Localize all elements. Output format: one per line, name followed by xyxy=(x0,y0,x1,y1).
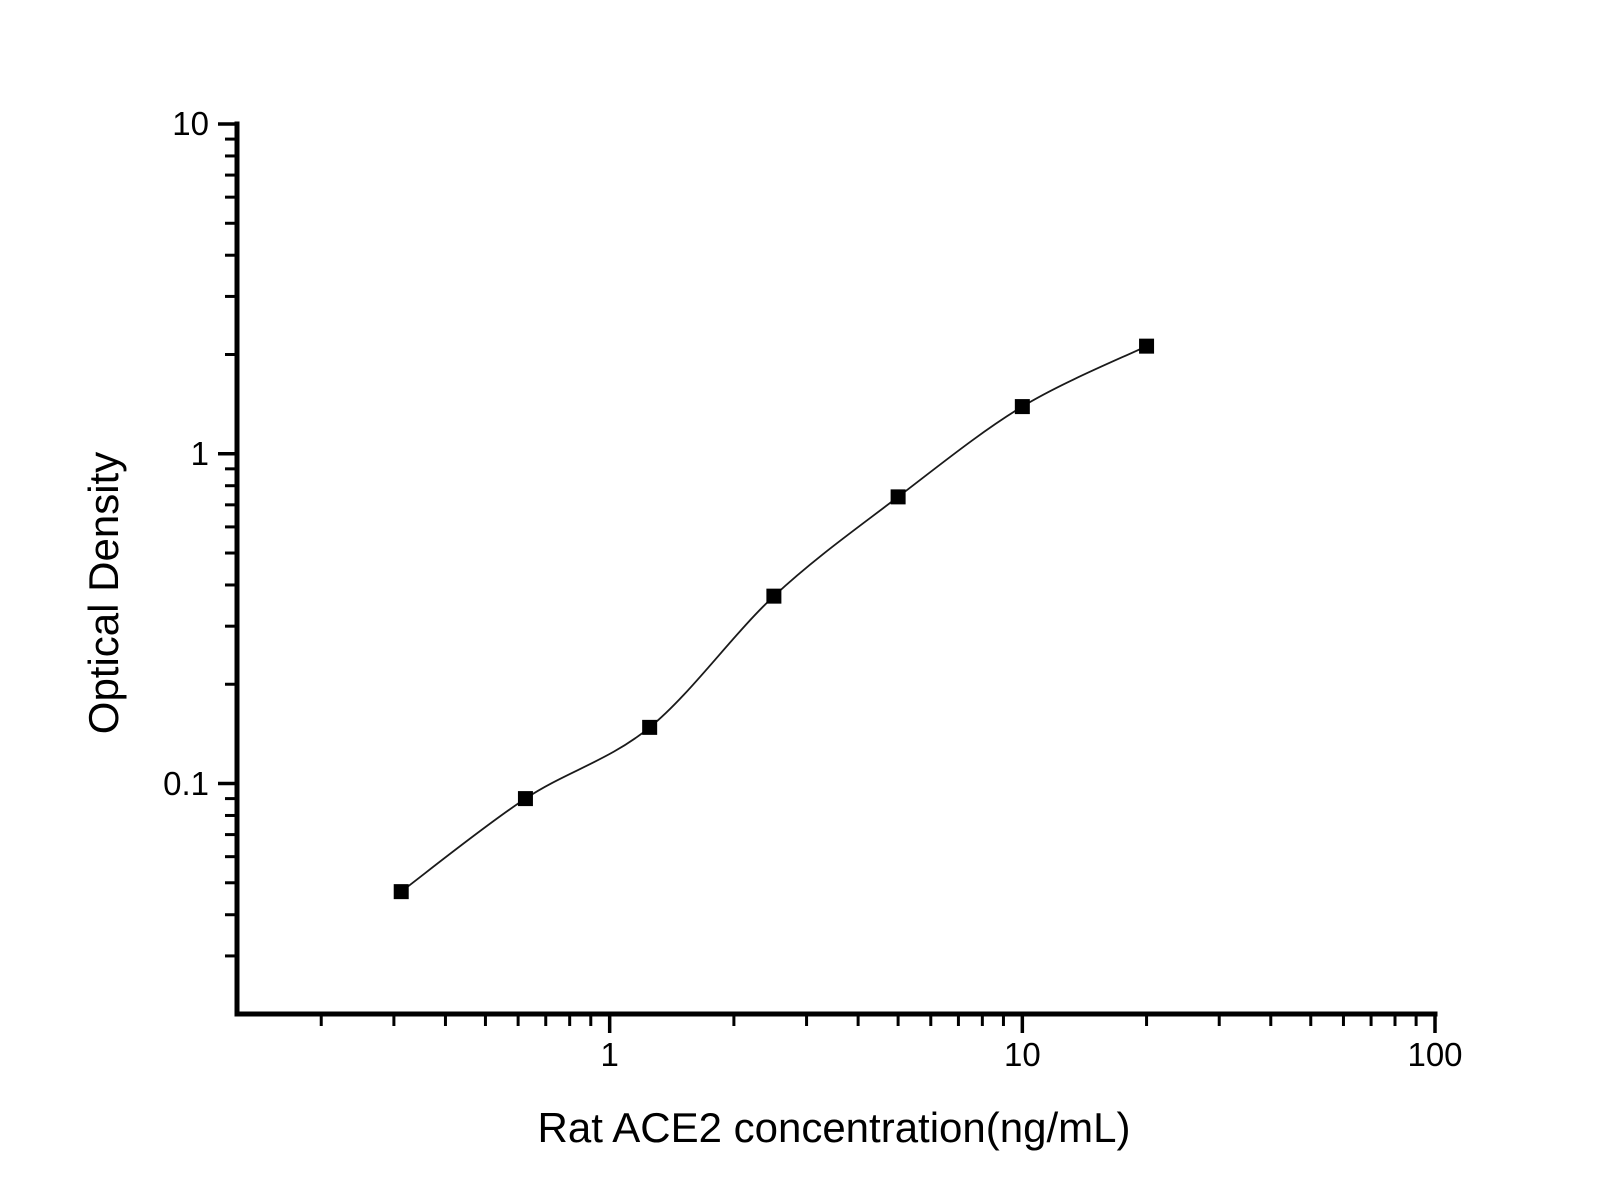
y-tick-label: 0.1 xyxy=(163,764,209,802)
y-axis-title: Optical Density xyxy=(80,451,127,735)
x-axis-title: Rat ACE2 concentration(ng/mL) xyxy=(537,1104,1131,1151)
data-points xyxy=(393,338,1155,900)
data-point-marker xyxy=(1014,399,1030,415)
data-point-marker xyxy=(393,884,409,900)
data-point-marker xyxy=(1139,338,1155,354)
data-point-marker xyxy=(517,791,533,807)
data-point-marker xyxy=(890,489,906,505)
y-tick-label: 10 xyxy=(172,105,209,142)
x-tick-label: 100 xyxy=(1407,1036,1463,1073)
x-tick-label: 1 xyxy=(600,1036,619,1073)
data-point-marker xyxy=(642,719,658,735)
fit-curve xyxy=(400,345,1147,893)
data-point-marker xyxy=(766,588,782,604)
x-tick-label: 10 xyxy=(1003,1036,1041,1073)
axes xyxy=(234,121,1438,1017)
y-tick-label: 1 xyxy=(190,434,209,472)
